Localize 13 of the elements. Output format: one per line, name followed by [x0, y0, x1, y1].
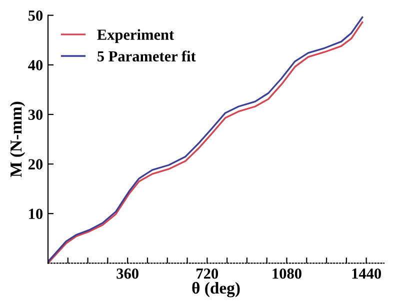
- x-tick-label: 1080: [272, 268, 302, 279]
- x-axis-title: θ (deg): [192, 282, 240, 298]
- x-tick-label: 720: [196, 268, 218, 279]
- x-tick-label: 360: [116, 268, 138, 279]
- x-tick-label: 1440: [352, 268, 382, 279]
- y-tick-label: 30: [28, 110, 43, 120]
- legend-label: Experiment: [97, 29, 174, 43]
- y-tick-label: 10: [29, 208, 43, 220]
- y-tick-label: 50: [28, 10, 43, 21]
- y-tick-label: 40: [28, 60, 43, 70]
- y-tick-label: 20: [28, 159, 43, 170]
- legend-label: 5 Parameter fit: [98, 50, 196, 62]
- y-axis-title: M (N-mm): [10, 102, 26, 178]
